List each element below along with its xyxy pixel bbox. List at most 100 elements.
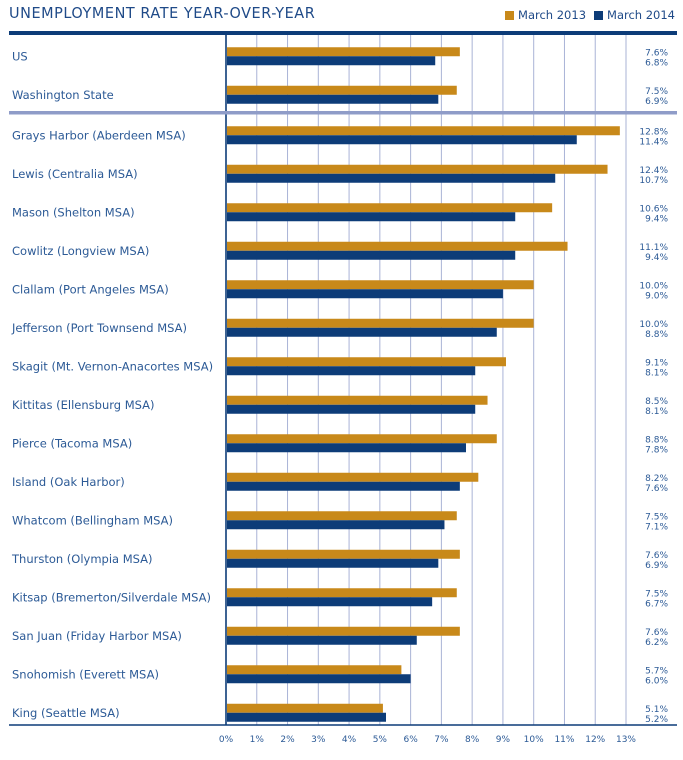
top-rule: [9, 31, 677, 35]
x-tick-label: 10%: [524, 735, 544, 745]
category-label: Washington State: [12, 88, 114, 102]
bar-march-2014: [227, 56, 436, 66]
bar-march-2013: [227, 318, 534, 328]
bar-march-2014: [227, 289, 503, 299]
category-label: Pierce (Tacoma MSA): [12, 436, 132, 450]
bar-march-2014: [227, 173, 556, 183]
category-label: Grays Harbor (Aberdeen MSA): [12, 128, 186, 142]
x-tick-label: 1%: [250, 735, 265, 745]
data-label-march-2013: 8.5%: [645, 397, 668, 407]
data-label-march-2014: 11.4%: [639, 137, 668, 147]
data-label-march-2013: 12.4%: [639, 166, 668, 176]
bar-march-2013: [227, 626, 460, 636]
x-tick-label: 2%: [280, 735, 295, 745]
legend-item-march-2013: March 2013: [505, 8, 586, 22]
category-label: Island (Oak Harbor): [12, 475, 125, 489]
data-label-march-2013: 8.8%: [645, 435, 668, 445]
data-label-march-2013: 7.5%: [645, 87, 668, 97]
category-label: San Juan (Friday Harbor MSA): [12, 629, 182, 643]
data-label-march-2014: 9.4%: [645, 214, 668, 224]
data-label-march-2014: 8.1%: [645, 368, 668, 378]
bar-march-2014: [227, 558, 439, 568]
category-label: Skagit (Mt. Vernon-Anacortes MSA): [12, 359, 213, 373]
data-label-march-2013: 7.6%: [645, 48, 668, 58]
legend: March 2013 March 2014: [497, 8, 675, 22]
bar-march-2014: [227, 404, 476, 414]
category-label: King (Seattle MSA): [12, 706, 120, 720]
data-label-march-2014: 7.8%: [645, 445, 668, 455]
data-label-march-2014: 8.1%: [645, 407, 668, 417]
bar-march-2014: [227, 250, 516, 260]
bar-march-2013: [227, 164, 608, 174]
data-label-march-2013: 10.0%: [639, 281, 668, 291]
legend-swatch-march-2013: [505, 10, 515, 20]
data-label-march-2013: 7.5%: [645, 512, 668, 522]
data-label-march-2014: 6.2%: [645, 638, 668, 648]
x-tick-label: 11%: [554, 735, 574, 745]
legend-swatch-march-2014: [594, 10, 604, 20]
bar-march-2013: [227, 588, 457, 598]
bar-march-2013: [227, 357, 506, 367]
bar-march-2013: [227, 434, 497, 444]
data-label-march-2014: 9.4%: [645, 253, 668, 263]
data-label-march-2014: 8.8%: [645, 330, 668, 340]
legend-label-march-2014: March 2014: [607, 8, 675, 22]
x-tick-label: 6%: [403, 735, 418, 745]
bar-march-2014: [227, 481, 460, 491]
category-label: Kittitas (Ellensburg MSA): [12, 398, 155, 412]
legend-label-march-2013: March 2013: [518, 8, 587, 22]
bar-march-2014: [227, 674, 411, 684]
bar-march-2013: [227, 472, 479, 482]
bar-march-2014: [227, 443, 466, 453]
data-label-march-2013: 7.6%: [645, 551, 668, 561]
bar-march-2013: [227, 126, 620, 136]
x-tick-label: 13%: [616, 735, 636, 745]
data-label-march-2014: 10.7%: [639, 176, 668, 186]
data-label-march-2014: 6.9%: [645, 97, 668, 107]
data-label-march-2014: 6.8%: [645, 58, 668, 68]
bar-march-2013: [227, 280, 534, 290]
bar-march-2013: [227, 703, 383, 713]
x-tick-label: 3%: [311, 735, 326, 745]
data-label-march-2013: 5.1%: [645, 705, 668, 715]
bar-march-2013: [227, 241, 568, 251]
x-tick-label: 9%: [496, 735, 511, 745]
bar-march-2014: [227, 327, 497, 337]
x-tick-label: 8%: [465, 735, 480, 745]
data-label-march-2013: 9.1%: [645, 358, 668, 368]
x-tick-label: 4%: [342, 735, 357, 745]
bar-march-2014: [227, 597, 433, 607]
category-label: Lewis (Centralia MSA): [12, 167, 138, 181]
bar-march-2014: [227, 635, 417, 645]
data-label-march-2014: 7.6%: [645, 484, 668, 494]
data-label-march-2013: 10.0%: [639, 320, 668, 330]
chart-title: UNEMPLOYMENT RATE YEAR-OVER-YEAR: [9, 4, 316, 22]
data-label-march-2013: 11.1%: [639, 243, 668, 253]
category-label: Thurston (Olympia MSA): [11, 552, 153, 566]
category-label: Clallam (Port Angeles MSA): [12, 282, 169, 296]
category-label: US: [12, 49, 28, 63]
bar-march-2013: [227, 549, 460, 559]
bar-march-2014: [227, 94, 439, 104]
x-tick-label: 5%: [373, 735, 388, 745]
category-label: Whatcom (Bellingham MSA): [12, 513, 173, 527]
category-label: Cowlitz (Longview MSA): [12, 244, 149, 258]
data-label-march-2013: 8.2%: [645, 474, 668, 484]
group-separator: [9, 111, 677, 115]
bar-march-2013: [227, 511, 457, 521]
category-label: Snohomish (Everett MSA): [12, 667, 159, 681]
x-tick-label: 7%: [434, 735, 449, 745]
bar-march-2013: [227, 85, 457, 95]
x-tick-label: 12%: [585, 735, 605, 745]
data-label-march-2013: 5.7%: [645, 666, 668, 676]
bar-march-2014: [227, 135, 577, 145]
x-tick-label: 0%: [219, 735, 234, 745]
data-label-march-2014: 5.2%: [645, 715, 668, 725]
bar-march-2014: [227, 366, 476, 376]
bar-march-2014: [227, 520, 445, 530]
category-label: Jefferson (Port Townsend MSA): [11, 321, 187, 335]
bar-march-2014: [227, 212, 516, 222]
bar-march-2013: [227, 203, 553, 213]
bar-march-2014: [227, 712, 386, 722]
